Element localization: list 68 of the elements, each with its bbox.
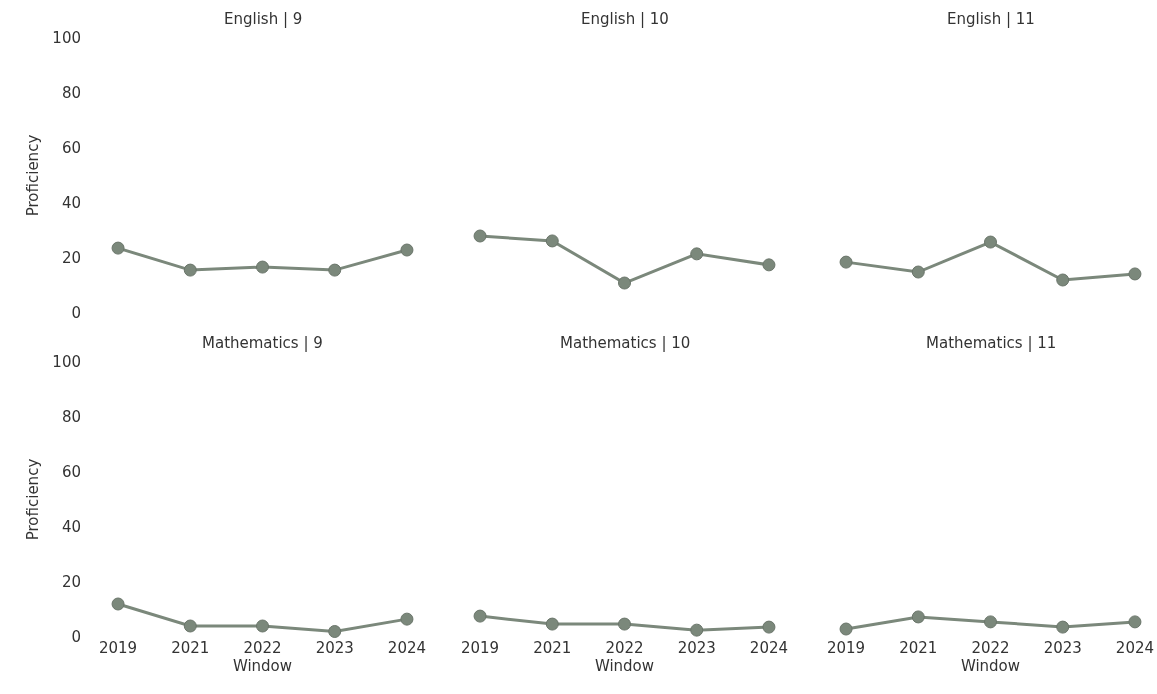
x-tick-label: 2023 xyxy=(677,639,716,657)
point xyxy=(618,617,631,631)
point xyxy=(1128,615,1142,629)
x-tick-label: 2019 xyxy=(826,639,866,657)
point xyxy=(545,234,559,248)
point xyxy=(256,619,269,633)
point xyxy=(545,617,559,631)
x-tick-label: 2024 xyxy=(749,639,789,657)
point xyxy=(690,623,704,637)
point xyxy=(911,610,925,624)
x-tick-label: 2021 xyxy=(533,639,572,657)
y-tick-label: 80 xyxy=(61,84,81,103)
x-tick-label: 2022 xyxy=(971,639,1010,657)
x-tick-label: 2023 xyxy=(1043,639,1082,657)
chart-title: Mathematics | 11 xyxy=(926,334,1057,352)
point xyxy=(690,247,704,261)
point xyxy=(839,255,853,269)
point xyxy=(984,615,997,629)
x-tick-label: 2019 xyxy=(98,639,138,657)
point xyxy=(1056,273,1070,287)
point xyxy=(400,243,414,257)
point xyxy=(1128,267,1142,281)
chart-title: English | 9 xyxy=(224,10,303,28)
y-tick-label: 100 xyxy=(52,29,81,48)
point xyxy=(911,265,925,279)
point xyxy=(111,597,125,611)
y-tick-label: 80 xyxy=(61,408,81,427)
chart-title: Mathematics | 9 xyxy=(202,334,323,352)
x-tick-label: 2022 xyxy=(243,639,282,657)
x-tick-label: 2023 xyxy=(315,639,354,657)
y-tick-label: 20 xyxy=(61,249,81,268)
y-tick-label: 100 xyxy=(52,353,81,372)
point xyxy=(183,619,197,633)
y-tick-label: 0 xyxy=(71,304,81,323)
x-tick-label: 2022 xyxy=(605,639,644,657)
point xyxy=(762,258,776,272)
point xyxy=(400,612,414,626)
point xyxy=(328,625,342,638)
x-tick-label: 2021 xyxy=(899,639,938,657)
y-tick-label: 60 xyxy=(61,463,81,482)
x-tick-label: 2024 xyxy=(1115,639,1155,657)
y-tick-label: 60 xyxy=(61,139,81,158)
point xyxy=(1056,620,1070,634)
x-tick-label: 2021 xyxy=(171,639,210,657)
point xyxy=(111,241,125,255)
point xyxy=(618,276,631,290)
y-axis-title: Proficiency xyxy=(23,458,42,541)
point xyxy=(183,263,197,277)
y-tick-label: 40 xyxy=(61,194,81,213)
chart-title: English | 11 xyxy=(947,10,1035,28)
point xyxy=(839,622,853,636)
point xyxy=(256,260,269,274)
x-tick-label: 2019 xyxy=(460,639,500,657)
x-axis-title: Window xyxy=(594,657,655,675)
y-axis-title: Proficiency xyxy=(23,134,42,217)
point xyxy=(984,235,997,249)
y-tick-label: 0 xyxy=(71,628,81,647)
x-tick-label: 2024 xyxy=(387,639,427,657)
y-tick-label: 40 xyxy=(61,518,81,537)
chart-title: Mathematics | 10 xyxy=(560,334,691,352)
point xyxy=(762,620,776,634)
y-tick-label: 20 xyxy=(61,573,81,592)
point xyxy=(328,263,342,277)
x-axis-title: Window xyxy=(960,657,1021,675)
x-axis-title: Window xyxy=(232,657,293,675)
point xyxy=(473,609,487,623)
point xyxy=(473,229,487,243)
chart-title: English | 10 xyxy=(581,10,669,28)
